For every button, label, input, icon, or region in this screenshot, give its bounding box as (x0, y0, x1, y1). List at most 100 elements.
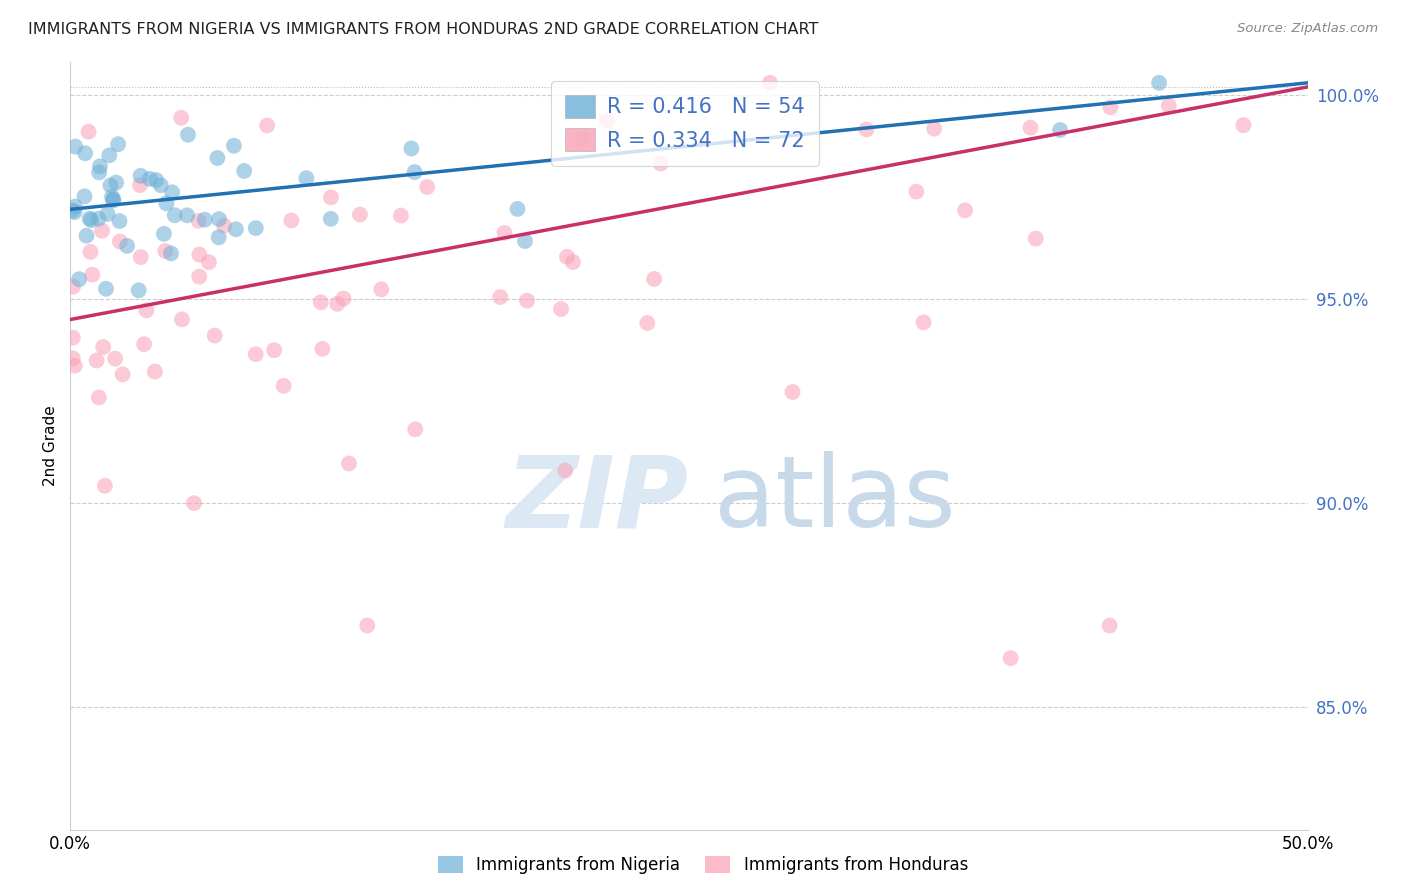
Text: IMMIGRANTS FROM NIGERIA VS IMMIGRANTS FROM HONDURAS 2ND GRADE CORRELATION CHART: IMMIGRANTS FROM NIGERIA VS IMMIGRANTS FR… (28, 22, 818, 37)
Point (86, 353, 108, 368)
Point (782, 384, 804, 399)
Point (370, 282, 392, 296)
Point (225, 222, 247, 236)
Point (516, 293, 538, 308)
Point (1025, 232, 1047, 246)
Point (80, 213, 103, 227)
Point (332, 292, 354, 306)
Point (1147, 76, 1170, 90)
Point (63, 359, 86, 373)
Point (129, 169, 152, 183)
Point (416, 180, 439, 194)
Point (134, 337, 156, 351)
Point (489, 290, 512, 304)
Point (222, 138, 245, 153)
Point (855, 122, 877, 136)
Point (204, 328, 226, 343)
Point (506, 202, 529, 216)
Point (263, 343, 285, 358)
Point (596, 113, 619, 128)
Point (170, 312, 193, 326)
Point (107, 137, 129, 152)
Point (79, 244, 101, 259)
Point (135, 303, 157, 318)
Point (212, 219, 235, 233)
Point (188, 247, 211, 261)
Point (280, 213, 302, 227)
Point (194, 212, 217, 227)
Point (67, 272, 90, 286)
Point (562, 255, 585, 269)
Point (63, 205, 86, 219)
Point (76, 228, 98, 243)
Point (176, 208, 198, 222)
Point (160, 186, 183, 200)
Point (160, 246, 183, 260)
Point (62, 203, 84, 218)
Point (309, 295, 332, 310)
Point (63, 139, 86, 153)
Point (1099, 100, 1122, 114)
Point (155, 244, 177, 258)
Point (643, 272, 665, 286)
Text: atlas: atlas (714, 451, 955, 549)
Point (207, 151, 229, 165)
Point (108, 235, 131, 249)
Point (326, 297, 349, 311)
Point (922, 121, 945, 136)
Point (187, 214, 209, 228)
Y-axis label: 2nd Grade: 2nd Grade (44, 406, 59, 486)
Point (73, 189, 96, 203)
Point (155, 196, 177, 211)
Point (115, 239, 138, 253)
Point (404, 422, 426, 436)
Point (183, 496, 205, 510)
Point (319, 190, 342, 204)
Point (87, 391, 110, 405)
Point (105, 176, 128, 190)
Point (188, 269, 211, 284)
Point (208, 230, 231, 244)
Point (143, 365, 166, 379)
Point (494, 226, 516, 240)
Legend: Immigrants from Nigeria, Immigrants from Honduras: Immigrants from Nigeria, Immigrants from… (433, 851, 973, 880)
Point (401, 141, 423, 155)
Point (149, 178, 172, 193)
Point (75, 146, 97, 161)
Point (389, 209, 412, 223)
Point (256, 119, 278, 133)
Point (77, 125, 100, 139)
Point (1000, 651, 1022, 665)
Point (571, 131, 593, 145)
Point (163, 208, 186, 222)
Point (62, 279, 84, 293)
Point (94, 479, 117, 493)
Point (1232, 118, 1254, 132)
Point (1049, 123, 1071, 137)
Point (129, 250, 152, 264)
Point (153, 227, 176, 241)
Point (1098, 618, 1121, 632)
Point (139, 172, 162, 186)
Point (337, 457, 360, 471)
Point (100, 178, 122, 193)
Point (912, 315, 935, 329)
Point (555, 250, 578, 264)
Point (91, 224, 114, 238)
Point (101, 190, 124, 204)
Point (79, 211, 101, 226)
Text: Source: ZipAtlas.com: Source: ZipAtlas.com (1237, 22, 1378, 36)
Point (311, 342, 333, 356)
Point (103, 193, 125, 207)
Point (650, 156, 672, 170)
Point (513, 234, 536, 248)
Point (89, 159, 111, 173)
Point (208, 212, 231, 227)
Point (177, 128, 200, 142)
Point (128, 283, 150, 297)
Point (62, 351, 84, 366)
Point (905, 185, 928, 199)
Point (759, 76, 782, 90)
Point (62, 331, 84, 345)
Point (104, 351, 127, 366)
